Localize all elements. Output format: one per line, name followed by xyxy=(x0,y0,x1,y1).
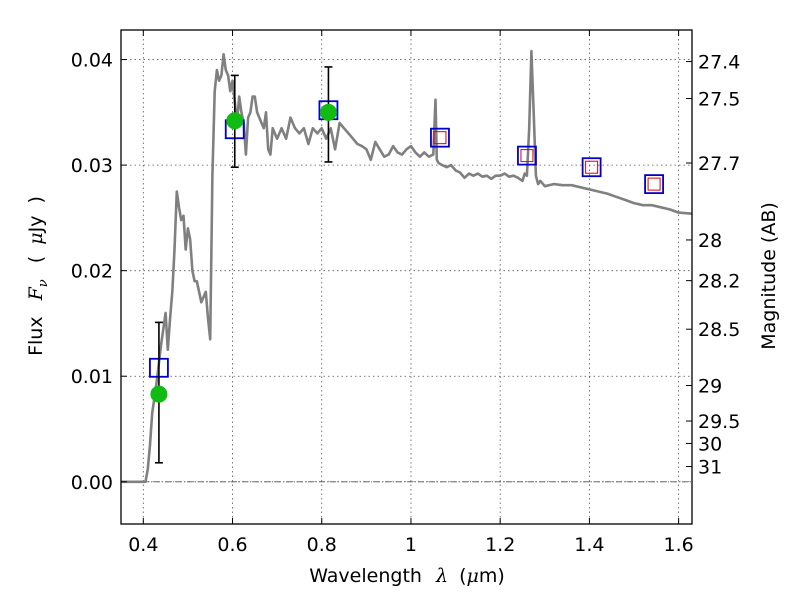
y2-tick-label: 30 xyxy=(698,433,722,455)
y2-tick-label: 31 xyxy=(698,457,722,479)
x-axis-label-text: Wavelength xyxy=(309,565,422,587)
y-tick-label: 0.01 xyxy=(71,366,113,388)
x-tick-label: 0.8 xyxy=(307,534,337,556)
x-axis-unit-open: ( xyxy=(459,565,466,587)
y2-tick-label: 27.5 xyxy=(698,89,740,111)
y2-tick-label: 27.7 xyxy=(698,153,740,175)
x-tick-label: 1.2 xyxy=(485,534,515,556)
observed-photometry-point xyxy=(319,103,337,121)
y2-axis-label: Magnitude (AB) xyxy=(758,202,780,350)
y-axis-ticks: 0.00 0.01 0.02 0.03 0.04 xyxy=(71,50,127,494)
model-photometry-small-square xyxy=(585,160,599,174)
y-axis-unit-open: ( xyxy=(25,256,47,263)
y-axis-unit-close: ) xyxy=(25,196,47,203)
x-axis-ticks: 0.4 0.6 0.8 1 1.2 1.4 1.6 xyxy=(128,30,694,556)
observed-photometry-point xyxy=(150,385,168,403)
model-photometry-square xyxy=(430,127,450,148)
model-photometry-small-square xyxy=(520,149,534,163)
x-axis-label: Wavelength λ (μm) xyxy=(309,565,505,587)
x-axis-symbol: λ xyxy=(435,565,448,587)
x-tick-label: 1 xyxy=(405,534,417,556)
x-tick-label: 0.6 xyxy=(217,534,247,556)
y-tick-label: 0.02 xyxy=(71,261,113,283)
y-axis-symbol: F xyxy=(25,286,47,301)
x-tick-label: 1.4 xyxy=(574,534,604,556)
x-axis-unit-mu: μ xyxy=(467,565,479,587)
y2-tick-label: 29 xyxy=(698,376,722,398)
plot-area xyxy=(121,49,693,484)
model-spectrum-line xyxy=(121,49,693,484)
model-photometry-square xyxy=(581,157,602,178)
y2-tick-label: 28.2 xyxy=(698,271,740,293)
y-tick-label: 0.03 xyxy=(71,155,113,177)
x-tick-label: 0.4 xyxy=(128,534,158,556)
y-tick-label: 0.04 xyxy=(71,50,113,72)
model-photometry-small-square xyxy=(433,131,447,145)
x-tick-label: 1.6 xyxy=(664,534,694,556)
model-photometry-small-square xyxy=(647,177,661,191)
y2-tick-label: 28.5 xyxy=(698,319,740,341)
y-axis-symbol-sub: ν xyxy=(36,279,51,287)
axes-frame xyxy=(120,29,693,525)
y-axis-unit-rest: Jy xyxy=(25,216,47,234)
y-axis-label: Flux Fν ( μJy ) xyxy=(25,196,52,356)
model-photometry-square xyxy=(644,174,664,195)
y-tick-label: 0.00 xyxy=(71,472,113,494)
observed-photometry-point xyxy=(226,112,244,130)
y-axis-unit-mu: μ xyxy=(25,232,47,244)
y-axis-label-text: Flux xyxy=(25,316,47,356)
y2-tick-label: 28 xyxy=(698,230,722,252)
y2-tick-label: 29.5 xyxy=(698,411,740,433)
model-photometry-square xyxy=(517,145,537,166)
x-axis-unit-rest: m) xyxy=(479,565,505,587)
y2-tick-label: 27.4 xyxy=(698,52,740,74)
